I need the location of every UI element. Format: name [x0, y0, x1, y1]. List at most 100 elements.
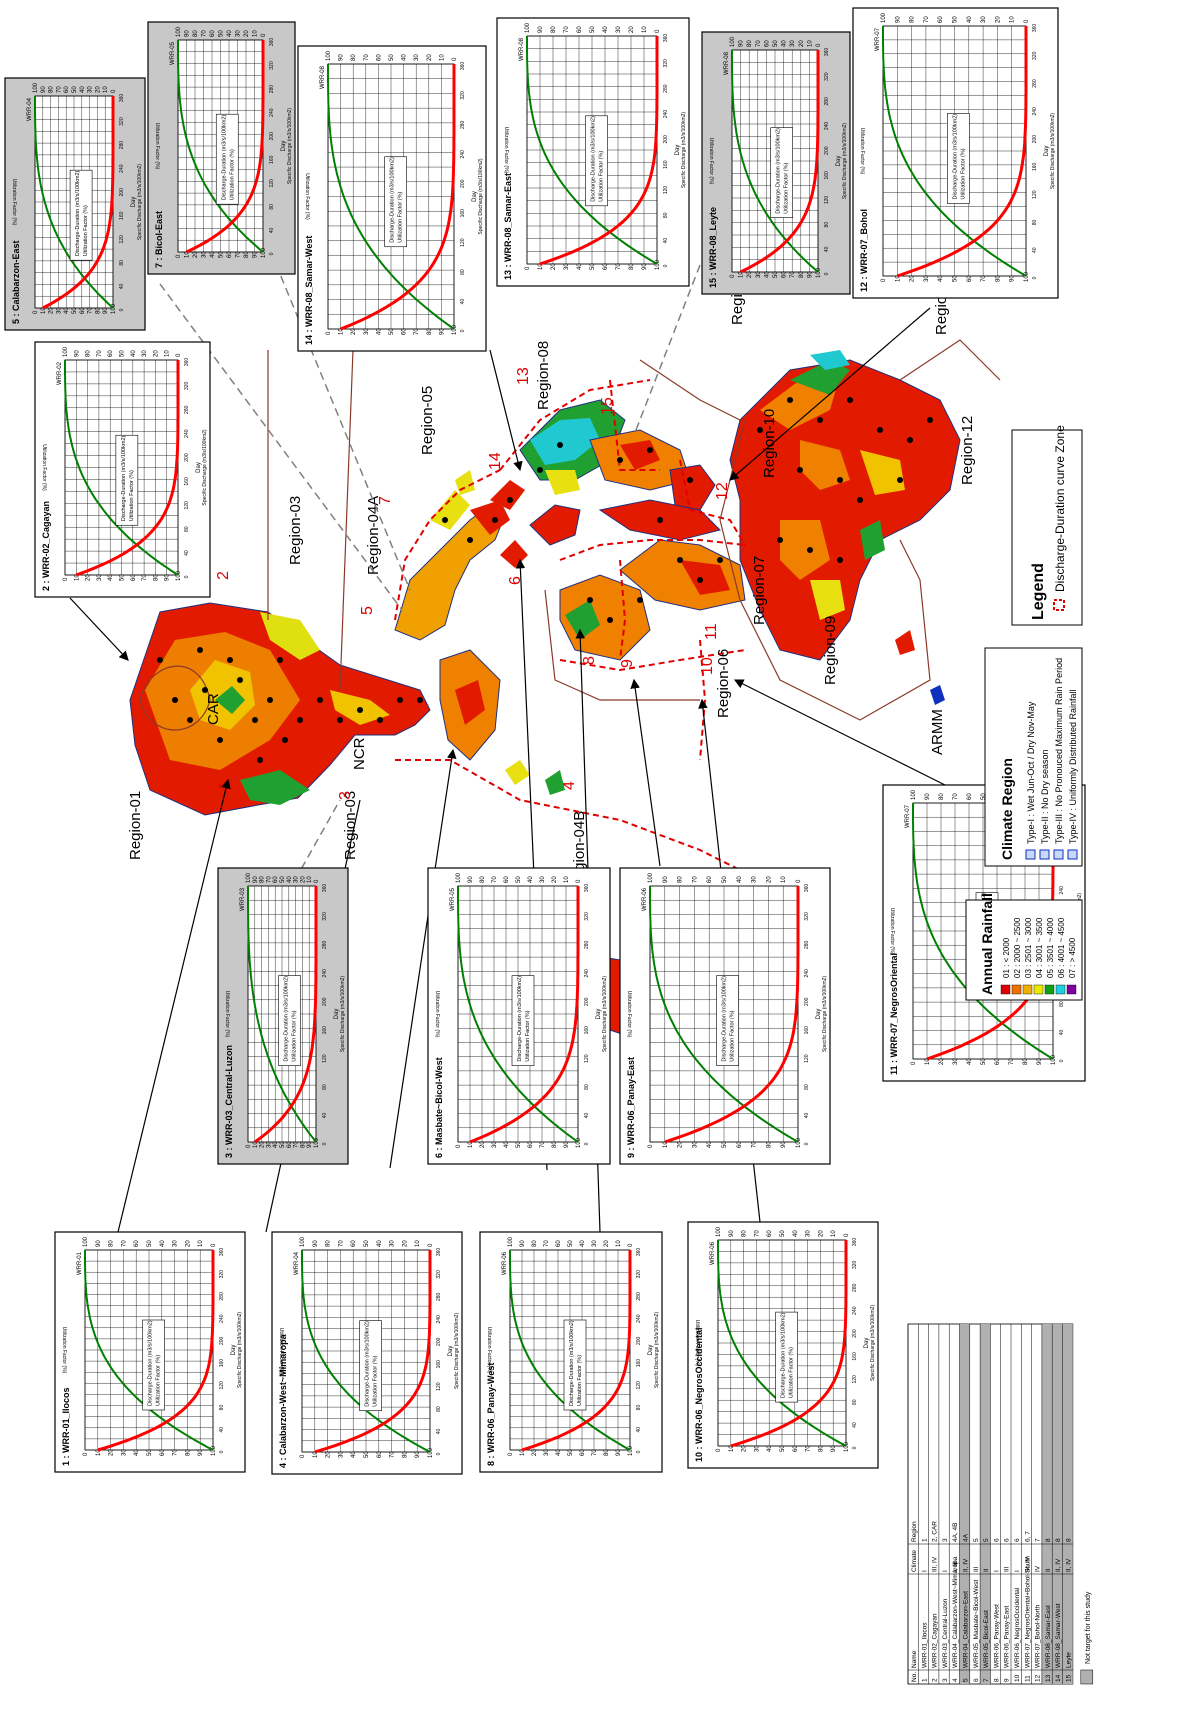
legend-discharge: Discharge-Duration (m3/s/100km2) — [284, 976, 290, 1062]
table-cell: 8 — [1045, 1538, 1052, 1542]
table-cell: 3 — [942, 1678, 949, 1682]
y2-tick-label: 70 — [564, 26, 570, 33]
chart-title: 2 : WRR-02_Cagayan — [41, 501, 51, 591]
y2-tick-label: 10 — [253, 30, 259, 37]
y-tick-label: 100 — [176, 570, 182, 581]
table-cell: I — [1014, 1570, 1021, 1572]
y-tick-label: 80 — [244, 251, 250, 258]
region-label: NCR — [351, 737, 368, 770]
y-tick-label: 20 — [260, 1141, 266, 1148]
region-label: Region-12 — [959, 416, 976, 485]
x-tick-label: 200 — [460, 179, 466, 188]
x-tick-label: 280 — [1032, 79, 1038, 88]
chart-15: 0408012016020024028032036001001090208030… — [702, 32, 850, 294]
x-tick-label: 280 — [852, 1283, 858, 1292]
y-tick-label: 20 — [678, 1141, 684, 1148]
region-label: Region-08 — [535, 341, 552, 410]
y2-tick-label: 40 — [528, 876, 534, 883]
y-tick-label: 100 — [628, 1445, 634, 1456]
table-cell: Climate — [911, 1550, 918, 1572]
y2-axis-label: Utilization Factor (%) — [626, 991, 632, 1038]
y-tick-label: 60 — [793, 1445, 799, 1452]
x-tick-label: 280 — [460, 120, 466, 129]
y2-tick-label: 40 — [131, 350, 137, 357]
x-tick-label: 0 — [1032, 276, 1038, 279]
table-cell: Name — [911, 1650, 918, 1668]
y2-tick-label: 10 — [165, 350, 171, 357]
x-tick-label: 0 — [636, 1450, 642, 1453]
zone-number: 9 — [619, 659, 636, 668]
y2-tick-label: 80 — [939, 793, 945, 800]
y2-tick-label: 40 — [603, 26, 609, 33]
bicol-peninsula — [395, 490, 510, 640]
x-tick-label: 0 — [219, 1450, 225, 1453]
x-tick-label: 160 — [824, 171, 830, 180]
legend-utilization: Utilization Factor (%) — [156, 1355, 162, 1406]
region-label: Region-01 — [127, 791, 144, 860]
y2-tick-label: 20 — [604, 1240, 610, 1247]
chart-title: 13 : WRR-08_Samar-East — [503, 173, 513, 280]
station-dot — [397, 697, 403, 703]
chart-station: WRR-04 — [294, 1251, 300, 1275]
x-tick-label: 40 — [219, 1427, 225, 1433]
y-axis-label: Specific Discharge (m3/s/100km2) — [681, 112, 687, 188]
rainfall-item-label: 04 : 3001 ~ 3500 — [1035, 917, 1044, 978]
masbate-island — [530, 505, 580, 545]
rainfall-item-label: 03 : 2501 ~ 3000 — [1024, 917, 1033, 978]
y-tick-label: 90 — [616, 1449, 622, 1456]
y-tick-label: 80 — [300, 1141, 306, 1148]
x-tick-label: 320 — [636, 1270, 642, 1279]
y-tick-label: 80 — [552, 1141, 558, 1148]
x-tick-label: 120 — [584, 1054, 590, 1063]
table-cell: WRR-06_NegrosOccidental — [1014, 1587, 1021, 1668]
mindoro-island — [440, 650, 500, 760]
y2-tick-label: 50 — [219, 30, 225, 37]
x-tick-label: 320 — [804, 912, 810, 921]
y2-tick-label: 90 — [739, 40, 745, 47]
legend-discharge: Discharge-Duration (m3/s/100km2) — [121, 435, 127, 521]
table-cell: 6 — [1004, 1538, 1011, 1542]
y-axis-label: Specific Discharge (m3/s/100km2) — [1050, 113, 1056, 189]
y-tick-label: 100 — [1024, 271, 1030, 282]
y2-tick-label: 80 — [551, 26, 557, 33]
y2-axis-label: Utilization Factor (%) — [61, 1327, 67, 1374]
y2-tick-label: 60 — [707, 876, 713, 883]
legend-utilization: Utilization Factor (%) — [229, 149, 235, 200]
y2-tick-label: 20 — [799, 40, 805, 47]
rainfall-item-label: 02 : 2000 ~ 2500 — [1013, 917, 1022, 978]
table-cell: WRR-08_Samar-West — [1055, 1603, 1062, 1668]
x-tick-label: 240 — [219, 1314, 225, 1323]
station-dot — [717, 557, 723, 563]
table-row-bg — [1063, 1324, 1073, 1684]
y-tick-label: 90 — [831, 1445, 837, 1452]
x-tick-label: 360 — [269, 38, 275, 47]
y-tick-label: 40 — [64, 307, 70, 314]
y2-tick-label: 70 — [56, 86, 62, 93]
legend-utilization: Utilization Factor (%) — [398, 192, 404, 243]
y2-tick-label: 10 — [415, 1240, 421, 1247]
climate-region-box: Climate Region Type-I : Wet Jun-Oct / Dr… — [985, 648, 1082, 866]
y-axis-label: Specific Discharge (m3/s/100km2) — [842, 123, 848, 199]
legend-discharge: Discharge-Duration (m3/s/100km2) — [952, 114, 958, 200]
y2-tick-label: 90 — [468, 876, 474, 883]
y2-tick-label: 30 — [790, 40, 796, 47]
x-tick-label: 200 — [436, 1337, 442, 1346]
y-tick-label: 40 — [577, 263, 583, 270]
x-tick-label: 160 — [636, 1359, 642, 1368]
table-cell: 4A, 4B — [952, 1522, 959, 1542]
chart-station: WRR-06 — [710, 1241, 716, 1265]
panay-island — [560, 575, 650, 660]
table-cell: III, IV — [1024, 1556, 1031, 1572]
climate-item-label: Type-III : No Pronouced Maximum Rain Per… — [1054, 658, 1064, 844]
zone-number: 15 — [599, 397, 616, 415]
y2-tick-label: 20 — [427, 54, 433, 61]
y-tick-label: 50 — [72, 307, 78, 314]
y-tick-label: 70 — [540, 1141, 546, 1148]
table-cell: 13 — [1045, 1674, 1052, 1682]
x-tick-label: 0 — [436, 1452, 442, 1455]
y-axis-label: Specific Discharge (m3/s/100km2) — [237, 1312, 243, 1388]
y2-tick-label: 90 — [74, 350, 80, 357]
y-tick-label: 80 — [604, 1449, 610, 1456]
y2-axis-label: Utilization Factor (%) — [278, 1328, 284, 1375]
x-tick-label: 40 — [636, 1427, 642, 1433]
